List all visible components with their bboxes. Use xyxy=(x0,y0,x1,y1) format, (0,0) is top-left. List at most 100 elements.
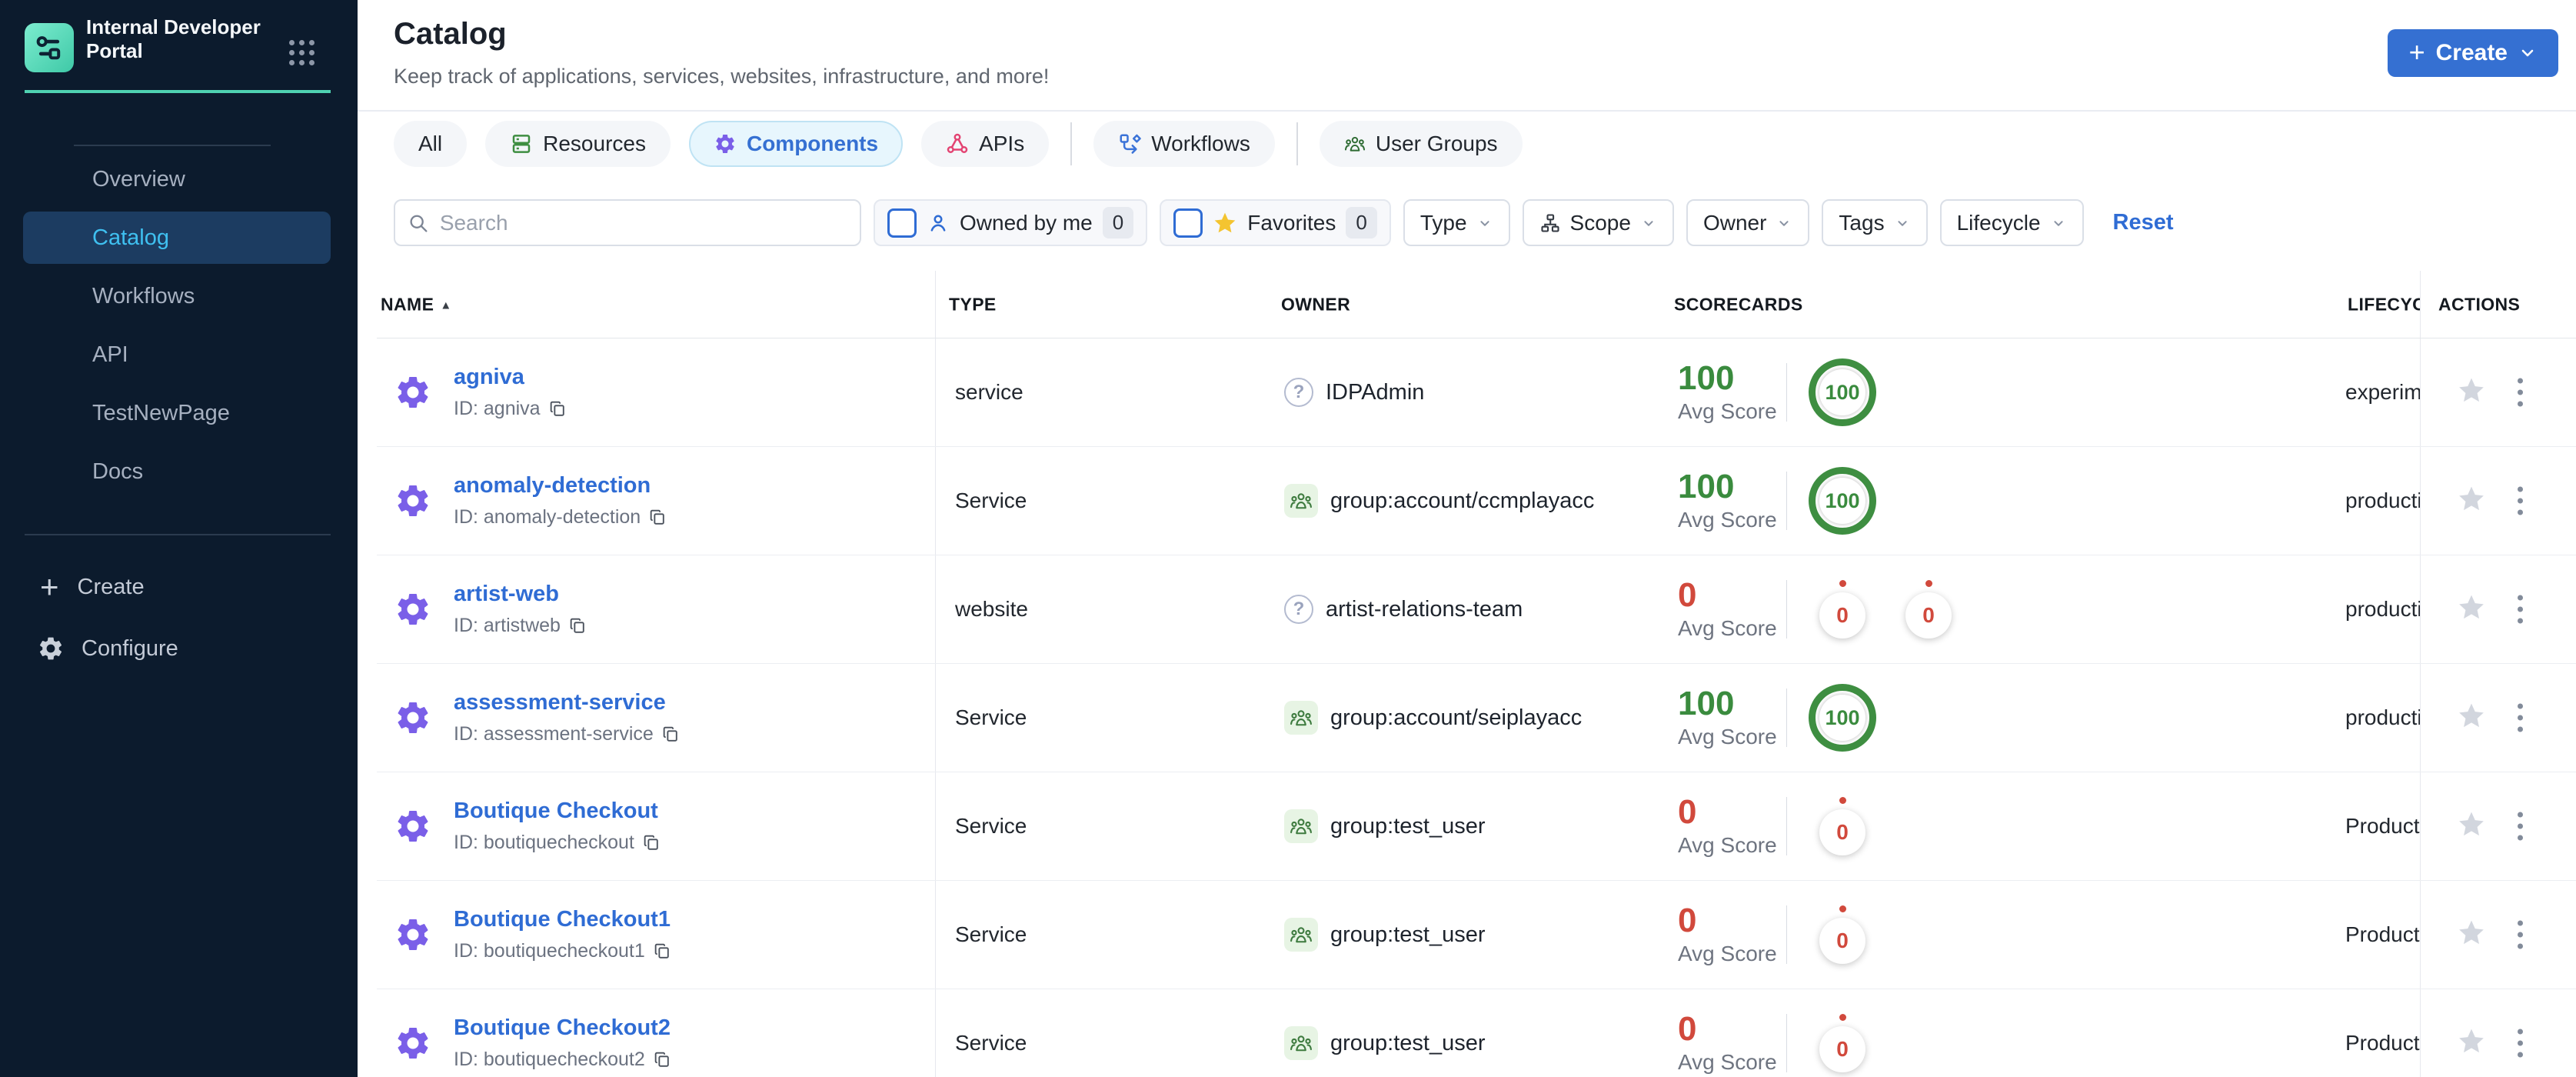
scorecard-gauge[interactable]: 0 xyxy=(1809,797,1876,855)
row-menu-icon[interactable] xyxy=(2513,591,2528,629)
apps-grid-icon[interactable] xyxy=(289,40,315,65)
sidebar-item-api[interactable]: API xyxy=(92,342,128,367)
owner-cell: group:account/seiplayacc xyxy=(1284,701,1582,735)
column-lifecycle[interactable]: LIFECYCLE xyxy=(2348,294,2420,314)
component-name-link[interactable]: agniva xyxy=(454,365,524,389)
tags-dropdown[interactable]: Tags xyxy=(1822,199,1928,246)
column-owner[interactable]: OWNER xyxy=(1281,294,1351,314)
catalog-table: NAME▲ TYPE OWNER SCORECARDS LIFECYCLE AC… xyxy=(358,271,2576,1077)
tab-workflows[interactable]: Workflows xyxy=(1093,121,1275,167)
favorite-star-icon[interactable] xyxy=(2457,702,2486,735)
reset-button[interactable]: Reset xyxy=(2112,210,2174,235)
sidebar-configure-button[interactable]: Configure xyxy=(0,627,358,670)
table-row[interactable]: agniva ID: agniva service ? IDPAdmin 100… xyxy=(377,338,2576,447)
favorites-filter[interactable]: Favorites 0 xyxy=(1160,199,1391,246)
sidebar-item-docs[interactable]: Docs xyxy=(92,458,144,484)
component-name-link[interactable]: artist-web xyxy=(454,582,559,606)
sidebar-create-button[interactable]: + Create xyxy=(40,569,145,605)
favorite-star-icon[interactable] xyxy=(2457,485,2486,518)
sidebar: Internal Developer Portal Overview Catal… xyxy=(0,0,358,1077)
scorecard-gauges: 100 xyxy=(1809,684,1876,752)
component-gear-icon xyxy=(394,482,432,520)
table-row[interactable]: Boutique Checkout2 ID: boutiquecheckout2… xyxy=(377,989,2576,1077)
create-button[interactable]: + Create xyxy=(2387,29,2558,77)
scorecard-gauge[interactable]: 100 xyxy=(1809,358,1876,426)
table-row[interactable]: Boutique Checkout1 ID: boutiquecheckout1… xyxy=(377,881,2576,989)
column-divider xyxy=(2420,271,2421,1077)
owner-group-icon xyxy=(1284,701,1318,735)
row-menu-icon[interactable] xyxy=(2513,374,2528,412)
row-menu-icon[interactable] xyxy=(2513,699,2528,737)
lifecycle-dropdown[interactable]: Lifecycle xyxy=(1939,199,2084,246)
component-name-link[interactable]: Boutique Checkout2 xyxy=(454,1015,671,1040)
tab-all[interactable]: All xyxy=(394,121,468,167)
component-name-link[interactable]: Boutique Checkout xyxy=(454,799,658,823)
scope-dropdown[interactable]: Scope xyxy=(1522,199,1674,246)
favorites-checkbox[interactable] xyxy=(1173,208,1203,238)
table-row[interactable]: Boutique Checkout ID: boutiquecheckout S… xyxy=(377,772,2576,881)
scorecard-gauge[interactable]: 0 xyxy=(1809,1014,1876,1072)
row-menu-icon[interactable] xyxy=(2513,1025,2528,1062)
lifecycle-cell: experimental xyxy=(2345,380,2420,404)
scorecard-gauge[interactable]: 0 xyxy=(1809,580,1876,639)
sidebar-item-catalog[interactable]: Catalog xyxy=(23,212,331,264)
table-row[interactable]: anomaly-detection ID: anomaly-detection … xyxy=(377,447,2576,555)
sidebar-item-overview[interactable]: Overview xyxy=(92,166,185,192)
column-scorecards[interactable]: SCORECARDS xyxy=(1674,294,1803,314)
sidebar-item-workflows[interactable]: Workflows xyxy=(92,283,195,308)
owned-by-me-checkbox[interactable] xyxy=(887,208,917,238)
component-name-link[interactable]: Boutique Checkout1 xyxy=(454,907,671,932)
favorite-star-icon[interactable] xyxy=(2457,919,2486,952)
sidebar-item-testnewpage[interactable]: TestNewPage xyxy=(92,400,230,425)
tab-apis[interactable]: APIs xyxy=(921,121,1050,167)
type-cell: service xyxy=(955,380,1023,404)
scorecard-gauge[interactable]: 100 xyxy=(1809,467,1876,535)
sidebar-nav: Overview Catalog Workflows API TestNewPa… xyxy=(0,150,358,501)
table-row[interactable]: artist-web ID: artistweb website ? artis… xyxy=(377,555,2576,664)
column-type[interactable]: TYPE xyxy=(949,294,997,314)
copy-icon[interactable] xyxy=(548,399,567,418)
tab-user-groups[interactable]: User Groups xyxy=(1319,121,1523,167)
search-input[interactable] xyxy=(439,210,847,235)
table-row[interactable]: assessment-service ID: assessment-servic… xyxy=(377,664,2576,772)
sidebar-divider-top xyxy=(74,145,271,146)
favorite-star-icon[interactable] xyxy=(2457,376,2486,409)
scorecard-gauge[interactable]: 0 xyxy=(1895,580,1962,639)
row-menu-icon[interactable] xyxy=(2513,482,2528,520)
copy-icon[interactable] xyxy=(661,725,681,744)
row-menu-icon[interactable] xyxy=(2513,808,2528,845)
lifecycle-cell: Production xyxy=(2345,922,2420,946)
favorite-star-icon[interactable] xyxy=(2457,1027,2486,1060)
owner-label: group:test_user xyxy=(1330,813,1486,839)
row-menu-icon[interactable] xyxy=(2513,916,2528,954)
component-name-link[interactable]: anomaly-detection xyxy=(454,473,651,498)
name-cell: Boutique Checkout1 ID: boutiquecheckout1 xyxy=(454,907,672,962)
favorite-star-icon[interactable] xyxy=(2457,593,2486,626)
type-dropdown[interactable]: Type xyxy=(1403,199,1510,246)
brand-title: Internal Developer Portal xyxy=(86,15,261,62)
owner-dropdown[interactable]: Owner xyxy=(1686,199,1810,246)
owner-group-icon xyxy=(1284,809,1318,843)
copy-icon[interactable] xyxy=(653,1050,672,1069)
chevron-down-icon xyxy=(1479,220,1489,226)
owned-by-me-filter[interactable]: Owned by me 0 xyxy=(874,199,1148,246)
type-cell: Service xyxy=(955,705,1027,729)
favorite-star-icon[interactable] xyxy=(2457,810,2486,843)
avg-score-block: 0 Avg Score xyxy=(1678,1011,1782,1075)
component-id: ID: boutiquecheckout1 xyxy=(454,940,645,962)
tab-components[interactable]: Components xyxy=(688,121,904,167)
owner-cell: group:test_user xyxy=(1284,918,1486,952)
copy-icon[interactable] xyxy=(568,616,587,635)
copy-icon[interactable] xyxy=(648,508,667,527)
copy-icon[interactable] xyxy=(653,942,672,961)
tab-resources[interactable]: Resources xyxy=(485,121,671,167)
entity-tabs: All Resources Components APIs Workflows xyxy=(394,121,1541,167)
owner-label: artist-relations-team xyxy=(1326,596,1523,622)
scorecard-gauge[interactable]: 100 xyxy=(1809,684,1876,752)
copy-icon[interactable] xyxy=(642,833,661,852)
column-actions: ACTIONS xyxy=(2438,294,2521,314)
column-name[interactable]: NAME ▲ xyxy=(381,294,452,314)
scorecard-gauge[interactable]: 0 xyxy=(1809,905,1876,964)
component-name-link[interactable]: assessment-service xyxy=(454,690,666,715)
